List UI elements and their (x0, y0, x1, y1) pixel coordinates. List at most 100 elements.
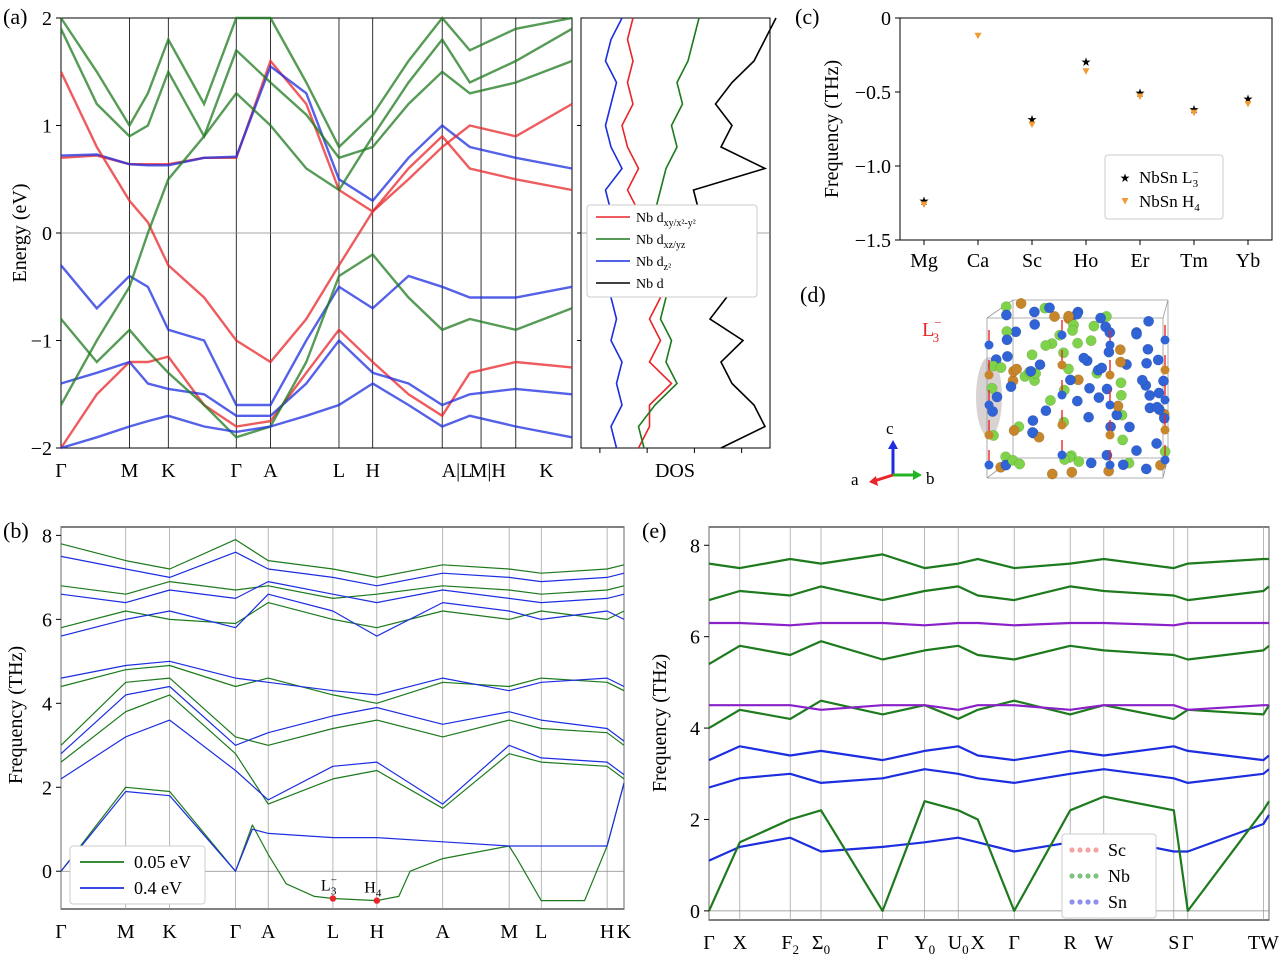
phonon-b-x-tick-label: L (327, 921, 339, 943)
panel-label-c: (c) (795, 4, 819, 29)
atom (1160, 395, 1170, 405)
atom (1152, 354, 1164, 366)
band-y-tick-label: −2 (31, 438, 52, 460)
atom (1143, 315, 1155, 327)
phonon-b-x-tick-label: Γ (55, 921, 67, 943)
frequency-scatter-chart: 0 −0.5 −1.0 −1.5 Mg Ca Sc Ho Er Tm Yb ★ ★ ★ ★ ★ ★ Freq… (821, 8, 1273, 272)
band-x-tick-label: Γ (55, 460, 67, 482)
atom (1083, 411, 1095, 423)
mode-annotation: L− 3 (321, 875, 337, 898)
atom (1029, 318, 1041, 330)
atom (1057, 330, 1067, 340)
a-axis-label: a (851, 470, 859, 489)
band-line (60, 338, 573, 417)
atom (1085, 457, 1097, 469)
atom (984, 370, 994, 380)
phonon-b-x-tick-label: M (500, 921, 518, 943)
phonon-e-x-tick-label: Γ (703, 932, 715, 954)
band-line (59, 27, 573, 406)
atom (1057, 390, 1067, 400)
phonon-e-legend-swatch (1093, 847, 1099, 853)
atom (1141, 357, 1153, 369)
atom (1066, 466, 1078, 478)
scatter-x-tick-label: Er (1131, 250, 1150, 272)
atom (1151, 401, 1163, 413)
scatter-point-l3: ★ (1081, 55, 1092, 69)
atom (1105, 340, 1115, 350)
phonon-e-y-tick-label: 2 (690, 809, 700, 831)
band-line (60, 16, 573, 149)
phonon-b-y-axis-label: Frequency (THz) (5, 646, 27, 784)
scatter-point-h4 (1082, 68, 1090, 75)
atom (1160, 365, 1170, 375)
phonon-e-x-tick-label: S (1168, 932, 1179, 954)
band-line (60, 264, 573, 407)
panel-label-a: (a) (3, 4, 27, 29)
band-x-tick-label: K (539, 460, 554, 482)
phonon-b-x-tick-label: M (117, 921, 135, 943)
phonon-b-legend-label: 0.05 eV (134, 852, 191, 872)
a-axis-arrowhead (869, 476, 878, 486)
scatter-y-tick-label: 0 (881, 8, 891, 30)
atom (1014, 458, 1026, 470)
atom (1160, 425, 1170, 435)
scatter-legend-label: NbSn H4 (1139, 192, 1200, 214)
atom (1124, 421, 1135, 433)
band-x-tick-label: L (333, 460, 345, 482)
band-x-tick-label: M (121, 460, 139, 482)
atom (1136, 374, 1148, 386)
phonon-b-legend-label: 0.4 eV (134, 878, 182, 898)
band-line (60, 252, 573, 439)
phonon-e-legend-swatch (1093, 899, 1099, 905)
phonon-e-legend-swatch (1077, 847, 1083, 853)
scatter-y-tick-label: −1.5 (855, 230, 891, 252)
scatter-legend-label: NbSn L− 3 (1139, 167, 1199, 190)
atom (1105, 430, 1115, 440)
band-x-tick-label: A|L (442, 460, 473, 482)
atom (1144, 389, 1156, 401)
scatter-point-h4 (974, 32, 982, 40)
phonon-e-branch (707, 795, 1270, 913)
scatter-y-tick-label: −1.0 (855, 156, 891, 178)
scatter-x-tick-label: Mg (910, 250, 938, 272)
atom (1105, 400, 1115, 410)
atom (1105, 370, 1115, 380)
phonon-e-legend-swatch (1085, 873, 1091, 879)
mode-marker (373, 897, 381, 904)
phonon-e-y-axis-label: Frequency (THz) (649, 654, 671, 792)
scatter-point-l3: ★ (1189, 102, 1200, 116)
phonon-e-branch (709, 621, 1269, 627)
scatter-x-tick-label: Ca (967, 250, 989, 272)
scatter-point-h4 (1244, 100, 1252, 108)
atom (1027, 415, 1039, 427)
phonon-e-x-tick-label: Y0 (914, 932, 935, 957)
atom (1057, 450, 1067, 460)
phonon-e-branch (708, 699, 1270, 730)
scatter-x-tick-label: Tm (1180, 250, 1208, 272)
phonon-b-x-tick-label: H (600, 921, 614, 943)
band-y-tick-label: −1 (31, 331, 52, 353)
atom (1046, 468, 1058, 480)
atom (1001, 334, 1013, 346)
phonon-b-y-tick-label: 0 (42, 861, 52, 883)
phonon-b-branch (60, 664, 625, 704)
atom (1058, 347, 1069, 359)
scatter-x-tick-label: Yb (1236, 250, 1260, 272)
mode-label: L− 3 (922, 315, 942, 345)
atom (1153, 387, 1165, 399)
atom (1131, 445, 1142, 457)
atom (1105, 460, 1115, 470)
dos-legend-box (586, 204, 758, 298)
axis-triad: c a b (851, 419, 935, 489)
scatter-legend-marker (1121, 198, 1129, 205)
phonon-b-branch (60, 660, 625, 696)
atom (1158, 375, 1169, 387)
c-axis-arrowhead (888, 440, 898, 449)
phonon-e-legend-box (1061, 833, 1157, 919)
atom (1115, 356, 1127, 368)
atom (1034, 359, 1046, 371)
scatter-point-h4 (1136, 93, 1144, 100)
phonon-e-x-tick-label: X (733, 932, 748, 954)
phonon-e-legend-swatch (1085, 899, 1091, 905)
atom (1142, 343, 1154, 355)
